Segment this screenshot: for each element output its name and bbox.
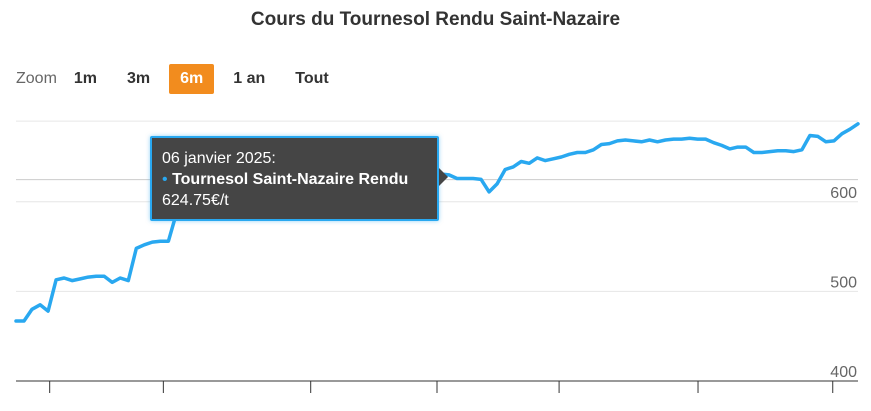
zoom-button-6m[interactable]: 6m	[169, 64, 215, 94]
zoom-button-3m[interactable]: 3m	[127, 70, 151, 87]
y-tick-label: 500	[830, 274, 857, 291]
y-axis-ticks: 400 500 600	[830, 185, 857, 381]
tooltip-series-row: • Tournesol Saint-Nazaire Rendu	[162, 169, 437, 190]
x-axis	[16, 380, 858, 393]
tooltip: 06 janvier 2025: • Tournesol Saint-Nazai…	[150, 136, 448, 221]
tooltip-value: 624.75€/t	[162, 192, 229, 209]
tooltip-series-name: Tournesol Saint-Nazaire Rendu	[172, 171, 409, 188]
y-tick-label: 400	[830, 364, 857, 381]
zoom-button-1an[interactable]: 1 an	[233, 70, 266, 87]
tooltip-arrow	[439, 168, 448, 186]
tooltip-bullet: •	[162, 171, 168, 188]
tooltip-date: 06 janvier 2025:	[162, 150, 276, 167]
zoom-label: Zoom	[16, 70, 57, 87]
chart-title: Cours du Tournesol Rendu Saint-Nazaire	[250, 9, 621, 30]
zoom-button-tout[interactable]: Tout	[295, 70, 329, 87]
zoom-button-1m[interactable]: 1m	[73, 70, 98, 87]
y-tick-label: 600	[830, 185, 857, 202]
zoom-selector: Zoom 1m 3m 6m 1 an Tout	[16, 64, 348, 94]
